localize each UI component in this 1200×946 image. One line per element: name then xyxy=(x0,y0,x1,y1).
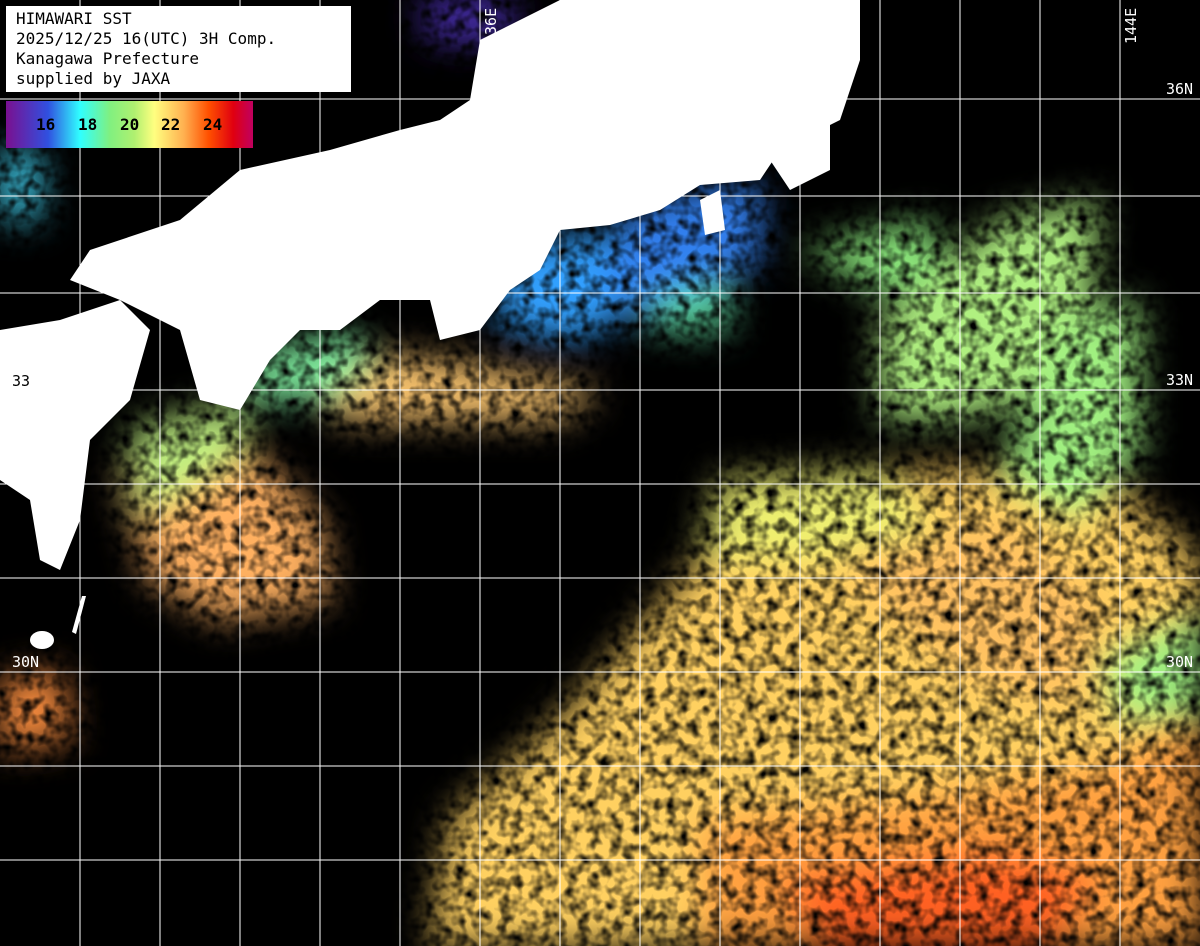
legend-tick: 16 xyxy=(36,115,56,134)
lat-label-30n-left: 30N xyxy=(12,653,40,671)
lon-label-144e: 144E xyxy=(1122,7,1140,44)
title-box: HIMAWARI SST 2025/12/25 16(UTC) 3H Comp.… xyxy=(6,6,351,92)
legend-tick: 24 xyxy=(203,115,223,134)
title-region: Kanagawa Prefecture xyxy=(16,49,200,68)
legend-tick: 18 xyxy=(78,115,98,134)
lat-label-33n: 33N xyxy=(1166,371,1194,389)
legend-tick: 22 xyxy=(161,115,181,134)
title-credit: supplied by JAXA xyxy=(16,69,171,88)
legend-tick: 20 xyxy=(120,115,140,134)
title-datetime: 2025/12/25 16(UTC) 3H Comp. xyxy=(16,29,277,48)
lon-label-136e: 136E xyxy=(482,7,500,44)
title-product: HIMAWARI SST xyxy=(16,9,132,28)
color-scale-legend: 16 18 20 22 24 xyxy=(6,101,253,148)
lat-label-33-left: 33 xyxy=(12,372,31,390)
lat-label-36n: 36N xyxy=(1166,80,1194,98)
land xyxy=(0,0,860,649)
lat-label-30n-right: 30N xyxy=(1166,653,1194,671)
